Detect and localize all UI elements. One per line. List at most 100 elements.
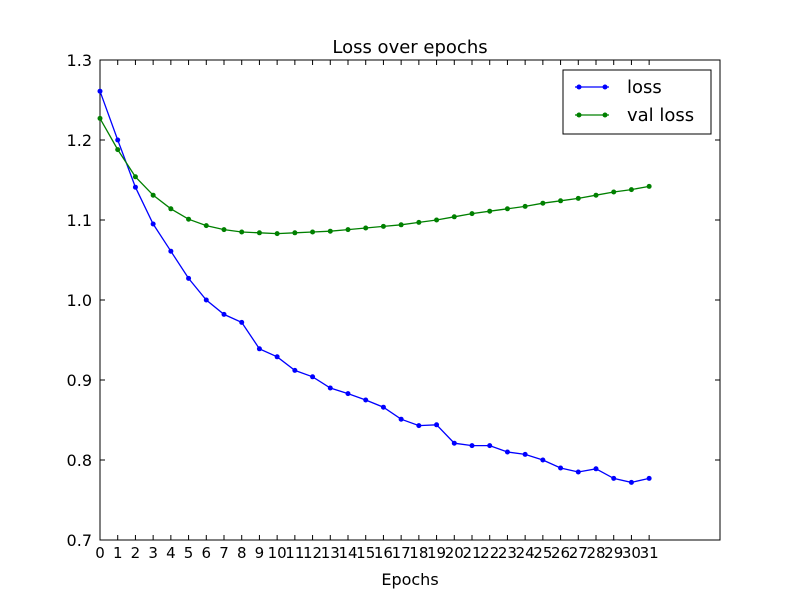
data-point [593, 192, 599, 198]
data-point [327, 385, 333, 391]
data-point [256, 230, 262, 236]
data-point [345, 391, 351, 397]
data-point [310, 229, 316, 235]
data-point [646, 475, 652, 481]
data-point [487, 208, 493, 214]
data-point [380, 404, 386, 410]
data-point [292, 367, 298, 373]
series-layer [97, 88, 652, 485]
data-point [186, 275, 192, 281]
data-point [540, 457, 546, 463]
y-tick-label: 1.0 [67, 291, 92, 310]
x-tick-label: 18 [409, 544, 428, 562]
data-point [239, 319, 245, 325]
axis-ticks: 0 1 2 3 4 5 6 7 8 9 101112131415161718192021222324… [67, 51, 720, 562]
y-tick-label: 1.1 [67, 211, 92, 230]
x-tick-label: 19 [427, 544, 446, 562]
data-point [115, 137, 121, 143]
data-point [416, 219, 422, 225]
x-tick-label: 25 [533, 544, 552, 562]
series-loss [97, 88, 652, 485]
legend-box [562, 69, 712, 135]
x-tick-label: 0 [95, 544, 105, 562]
data-point [434, 217, 440, 223]
x-tick-label: 23 [498, 544, 517, 562]
data-point [575, 195, 581, 201]
x-tick-label: 15 [356, 544, 375, 562]
data-point [363, 397, 369, 403]
x-tick-label: 28 [586, 544, 605, 562]
data-point [575, 469, 581, 475]
data-point [434, 422, 440, 428]
x-tick-label: 22 [480, 544, 499, 562]
legend-marker-val-loss [602, 112, 608, 118]
x-tick-label: 16 [374, 544, 393, 562]
y-tick-label: 0.7 [67, 531, 92, 550]
x-tick-label: 7 [219, 544, 229, 562]
data-point [274, 354, 280, 360]
x-tick-label: 4 [166, 544, 176, 562]
x-tick-label: 10 [268, 544, 287, 562]
x-tick-label: 31 [640, 544, 659, 562]
x-tick-label: 20 [445, 544, 464, 562]
x-tick-label: 6 [202, 544, 212, 562]
data-point [150, 221, 156, 227]
x-tick-label: 3 [148, 544, 158, 562]
data-point [168, 206, 174, 212]
data-point [274, 231, 280, 237]
legend-label-loss: loss [627, 77, 662, 98]
data-point [168, 248, 174, 254]
data-point [97, 115, 103, 121]
x-tick-label: 27 [569, 544, 588, 562]
data-point [256, 346, 262, 352]
data-point [611, 475, 617, 481]
series-line [99, 90, 650, 484]
data-point [611, 189, 617, 195]
x-tick-label: 2 [131, 544, 141, 562]
series-line [99, 118, 650, 235]
y-tick-label: 0.8 [67, 451, 92, 470]
series-val-loss [97, 115, 652, 237]
data-point [221, 227, 227, 233]
x-tick-label: 1 [113, 544, 123, 562]
y-tick-label: 0.9 [67, 371, 92, 390]
x-tick-label: 13 [321, 544, 340, 562]
data-point [97, 88, 103, 94]
data-point [504, 206, 510, 212]
legend-marker-loss [602, 84, 608, 90]
x-tick-label: 24 [516, 544, 535, 562]
legend: loss val loss [562, 69, 712, 135]
data-point [504, 449, 510, 455]
y-tick-label: 1.2 [67, 131, 92, 150]
x-axis-label: Epochs [381, 570, 438, 589]
data-point [150, 192, 156, 198]
x-tick-label: 12 [303, 544, 322, 562]
data-point [469, 443, 475, 449]
data-point [380, 223, 386, 229]
data-point [292, 230, 298, 236]
legend-label-val-loss: val loss [627, 105, 694, 126]
x-tick-label: 26 [551, 544, 570, 562]
data-point [203, 297, 209, 303]
data-point [628, 187, 634, 193]
data-point [132, 174, 138, 180]
x-tick-label: 11 [285, 544, 304, 562]
data-point [398, 222, 404, 228]
data-point [398, 416, 404, 422]
legend-marker-loss [576, 84, 582, 90]
data-point [345, 227, 351, 233]
x-tick-label: 14 [338, 544, 357, 562]
data-point [451, 214, 457, 220]
data-point [310, 374, 316, 380]
data-point [558, 465, 564, 471]
data-point [646, 183, 652, 189]
data-point [327, 228, 333, 234]
data-point [558, 198, 564, 204]
data-point [451, 440, 457, 446]
data-point [239, 229, 245, 235]
data-point [363, 225, 369, 231]
legend-marker-val-loss [576, 112, 582, 118]
x-tick-label: 21 [462, 544, 481, 562]
data-point [487, 443, 493, 449]
